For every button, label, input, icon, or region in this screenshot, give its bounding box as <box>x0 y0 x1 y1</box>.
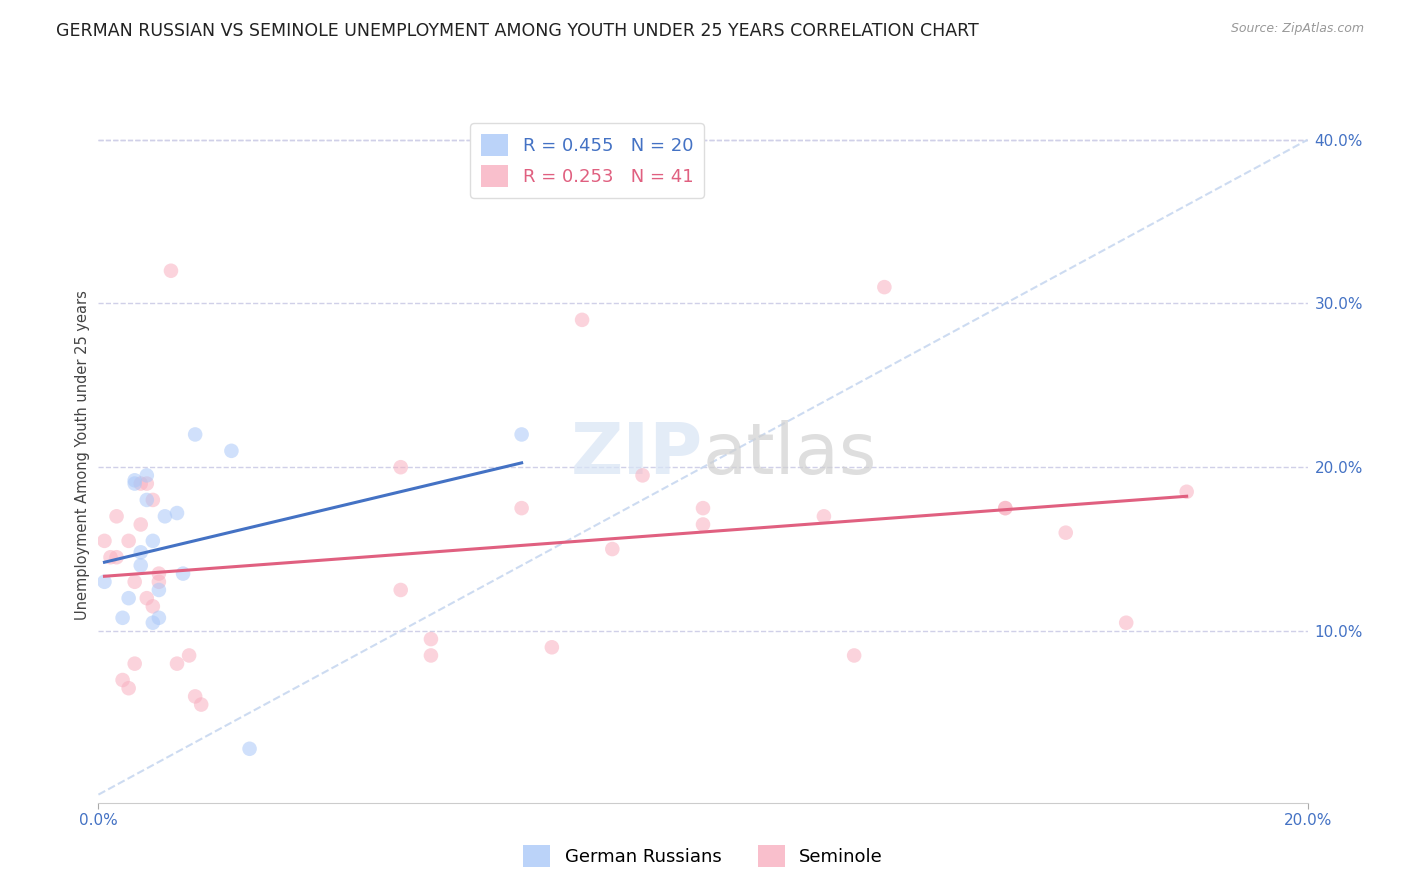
Point <box>813 509 835 524</box>
Point <box>135 492 157 507</box>
Point <box>172 566 194 581</box>
Point <box>100 550 122 565</box>
Point <box>184 427 207 442</box>
Point <box>111 673 134 687</box>
Point <box>93 533 115 548</box>
Y-axis label: Unemployment Among Youth under 25 years: Unemployment Among Youth under 25 years <box>75 290 90 620</box>
Point <box>510 501 533 516</box>
Point <box>160 264 183 278</box>
Point <box>631 468 654 483</box>
Point <box>135 591 157 606</box>
Point <box>142 533 165 548</box>
Point <box>844 648 866 663</box>
Point <box>142 492 165 507</box>
Point <box>184 690 207 704</box>
Legend: German Russians, Seminole: German Russians, Seminole <box>516 838 890 874</box>
Point <box>389 460 412 475</box>
Point <box>602 542 624 557</box>
Point <box>994 501 1017 516</box>
Point <box>142 599 165 614</box>
Point <box>148 574 170 589</box>
Legend: R = 0.455   N = 20, R = 0.253   N = 41: R = 0.455 N = 20, R = 0.253 N = 41 <box>470 123 704 198</box>
Point <box>93 574 115 589</box>
Point <box>179 648 201 663</box>
Point <box>118 533 141 548</box>
Point <box>692 517 714 532</box>
Point <box>124 574 146 589</box>
Point <box>118 591 141 606</box>
Point <box>129 517 152 532</box>
Point <box>1054 525 1077 540</box>
Point <box>105 550 128 565</box>
Point <box>1115 615 1137 630</box>
Point <box>873 280 896 294</box>
Point <box>124 476 146 491</box>
Point <box>129 476 152 491</box>
Point <box>148 611 170 625</box>
Point <box>166 506 188 520</box>
Point <box>994 501 1017 516</box>
Point <box>142 615 165 630</box>
Point <box>124 473 146 487</box>
Text: GERMAN RUSSIAN VS SEMINOLE UNEMPLOYMENT AMONG YOUTH UNDER 25 YEARS CORRELATION C: GERMAN RUSSIAN VS SEMINOLE UNEMPLOYMENT … <box>56 22 979 40</box>
Point <box>135 468 157 483</box>
Point <box>1175 484 1198 499</box>
Point <box>129 545 152 559</box>
Point <box>148 566 170 581</box>
Text: ZIP: ZIP <box>571 420 703 490</box>
Point <box>166 657 188 671</box>
Point <box>118 681 141 696</box>
Point <box>692 501 714 516</box>
Point <box>420 632 443 646</box>
Point <box>510 427 533 442</box>
Point <box>148 582 170 597</box>
Point <box>124 657 146 671</box>
Point <box>221 443 243 458</box>
Text: atlas: atlas <box>703 420 877 490</box>
Point <box>190 698 212 712</box>
Text: Source: ZipAtlas.com: Source: ZipAtlas.com <box>1230 22 1364 36</box>
Point <box>540 640 562 655</box>
Point <box>571 313 593 327</box>
Point <box>105 509 128 524</box>
Point <box>239 741 262 756</box>
Point <box>420 648 443 663</box>
Point <box>135 476 157 491</box>
Point <box>129 558 152 573</box>
Point <box>111 611 134 625</box>
Point <box>153 509 176 524</box>
Point <box>389 582 412 597</box>
